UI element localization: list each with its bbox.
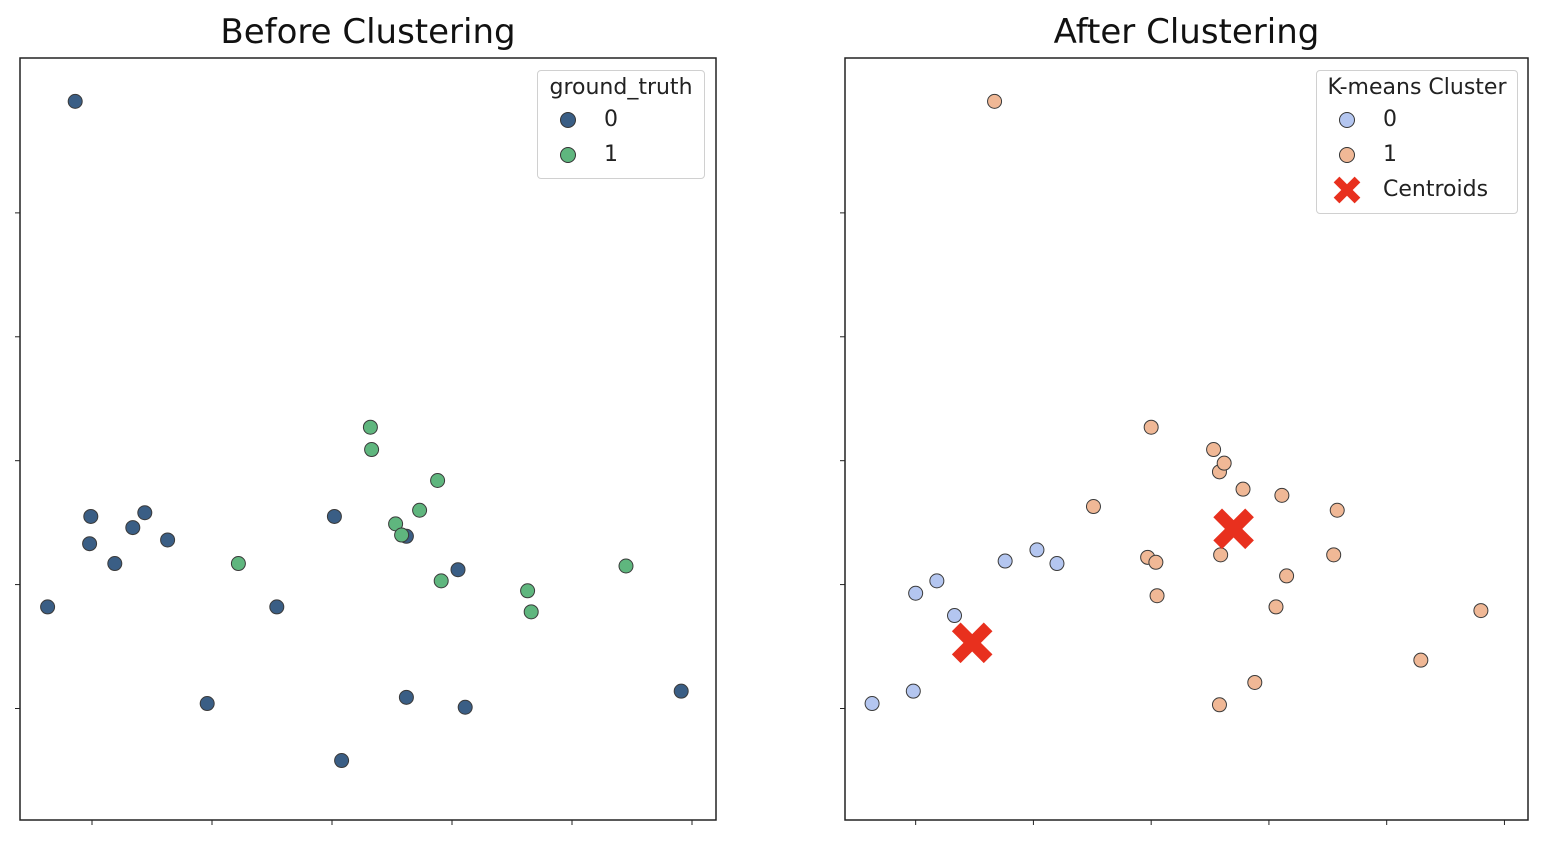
legend-label-1: 1: [1383, 142, 1397, 167]
data-point-series-1: [1279, 568, 1295, 584]
data-point-series-1: [1149, 588, 1165, 604]
data-point-series-1: [394, 527, 410, 543]
data-point-series-1: [618, 558, 634, 574]
data-point-series-1: [523, 604, 539, 620]
data-point-series-1: [520, 583, 536, 599]
data-point-series-0: [334, 753, 350, 769]
data-point-series-0: [269, 599, 285, 615]
data-point-series-0: [673, 683, 689, 699]
legend-marker-centroids-icon: [1333, 176, 1361, 203]
data-point-series-0: [947, 608, 963, 624]
data-point-series-1: [364, 442, 380, 458]
plot-frame: [844, 57, 1529, 821]
data-point-series-1: [1148, 554, 1164, 570]
data-point-series-0: [450, 562, 466, 578]
data-point-series-0: [199, 696, 215, 712]
data-point-series-0: [67, 93, 83, 109]
data-point-series-1: [1213, 547, 1229, 563]
data-point-series-0: [125, 520, 141, 536]
data-point-series-0: [137, 505, 153, 521]
data-point-series-1: [1143, 419, 1159, 435]
data-point-series-1: [1473, 603, 1489, 619]
legend-label-1: 1: [604, 142, 618, 167]
legend-marker-1: [1339, 146, 1355, 163]
left-chart-title: Before Clustering: [220, 12, 516, 52]
legend-title: K-means Cluster: [1327, 75, 1507, 100]
data-point-series-1: [1413, 652, 1429, 668]
chart-1: [840, 57, 1529, 825]
legend-entry-centroids: Centroids: [1327, 172, 1507, 207]
data-point-series-1: [1329, 502, 1345, 518]
legend-label-0: 0: [604, 107, 618, 132]
legend-marker-0: [560, 111, 576, 128]
data-point-series-1: [412, 502, 428, 518]
legend-kmeans-cluster: K-means Cluster 0 1 Centroids: [1316, 70, 1518, 214]
data-point-series-0: [908, 585, 924, 601]
data-point-series-1: [362, 419, 378, 435]
data-point-series-0: [929, 573, 945, 589]
data-point-series-0: [107, 556, 123, 572]
legend-label-centroids: Centroids: [1383, 177, 1489, 202]
plot-frame: [19, 57, 717, 821]
data-point-series-0: [160, 532, 176, 548]
legend-entry-0: 0: [548, 102, 694, 137]
data-point-series-1: [1085, 499, 1101, 515]
data-point-series-1: [433, 573, 449, 589]
data-point-series-1: [1274, 487, 1290, 503]
data-point-series-1: [1235, 481, 1251, 497]
data-point-series-0: [1049, 556, 1065, 572]
data-point-series-1: [1211, 697, 1227, 713]
legend-marker-1: [560, 146, 576, 163]
data-point-series-0: [398, 689, 414, 705]
data-point-series-1: [1216, 455, 1232, 471]
chart-0: [15, 57, 717, 825]
data-point-series-1: [430, 473, 446, 489]
data-point-series-1: [1247, 674, 1263, 690]
data-point-series-0: [1029, 542, 1045, 558]
legend-entry-1: 1: [1327, 137, 1507, 172]
data-point-series-0: [326, 508, 342, 524]
legend-entry-0: 0: [1327, 102, 1507, 137]
right-chart-title: After Clustering: [1053, 12, 1320, 52]
centroid-marker: [1213, 508, 1254, 550]
data-point-series-1: [987, 93, 1003, 109]
data-point-series-0: [40, 599, 56, 615]
data-point-series-0: [82, 536, 98, 552]
legend-ground-truth: ground_truth 0 1: [537, 70, 705, 179]
data-point-series-0: [83, 508, 99, 524]
data-point-series-0: [864, 696, 880, 712]
legend-label-0: 0: [1383, 107, 1397, 132]
data-point-series-1: [1326, 547, 1342, 563]
legend-title: ground_truth: [549, 75, 693, 100]
legend-marker-0: [1339, 111, 1355, 128]
data-point-series-0: [457, 699, 473, 715]
data-point-series-0: [905, 683, 921, 699]
data-point-series-1: [1206, 442, 1222, 458]
data-point-series-0: [997, 553, 1013, 569]
data-point-series-1: [230, 556, 246, 572]
centroid-marker: [951, 622, 993, 664]
data-point-series-1: [1268, 599, 1284, 615]
legend-entry-1: 1: [548, 137, 694, 172]
